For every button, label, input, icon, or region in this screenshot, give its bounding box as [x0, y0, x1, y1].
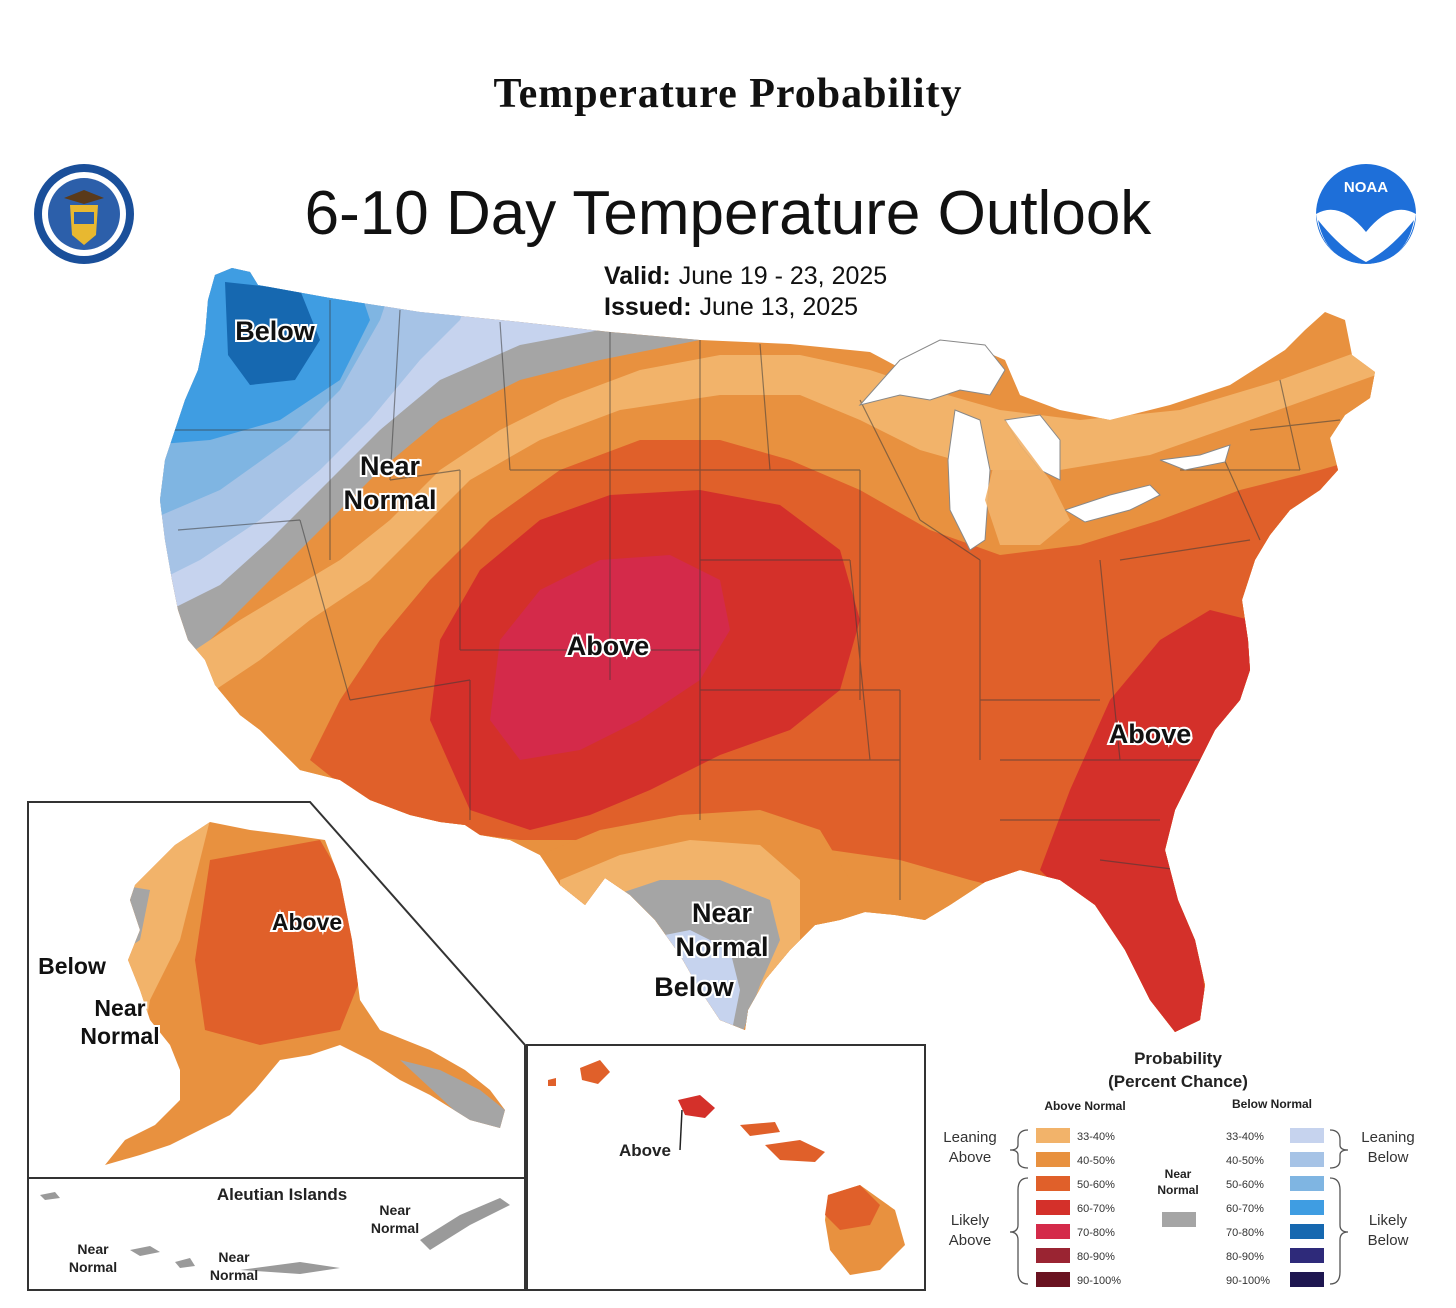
hawaii-islands — [548, 1060, 905, 1275]
label-aleutian-nn-mid-1: Near — [218, 1249, 250, 1265]
legend-below-label-0: 33-40% — [1226, 1131, 1264, 1143]
legend-braces — [1009, 1129, 1349, 1285]
legend-below-label-1: 40-50% — [1226, 1155, 1264, 1167]
legend-below-swatch-2 — [1290, 1176, 1324, 1191]
legend-below-swatch-1 — [1290, 1152, 1324, 1167]
michigan-lower — [985, 420, 1070, 545]
legend-likely-below-2: Below — [1368, 1232, 1409, 1249]
legend-below-swatch-6 — [1290, 1272, 1324, 1287]
legend-above-swatch-4 — [1036, 1224, 1070, 1239]
legend-likely-below-1: Likely — [1369, 1212, 1408, 1229]
legend-above-label-4: 70-80% — [1077, 1227, 1115, 1239]
legend-above-label-2: 50-60% — [1077, 1179, 1115, 1191]
legend-likely-above-2: Above — [949, 1232, 992, 1249]
label-conus-nn-tx-1: Near — [692, 898, 753, 928]
conus-map — [160, 268, 1375, 1032]
legend-below-label-2: 50-60% — [1226, 1179, 1264, 1191]
page-title: Temperature Probability — [493, 71, 963, 117]
legend-above-swatch-2 — [1036, 1176, 1070, 1191]
legend-below-swatch-0 — [1290, 1128, 1324, 1143]
label-ak-above: Above — [272, 909, 342, 935]
legend-below-swatch-5 — [1290, 1248, 1324, 1263]
legend-leaning-above-1: Leaning — [943, 1129, 996, 1146]
legend-above-label-6: 90-100% — [1077, 1275, 1121, 1287]
aleutian-title: Aleutian Islands — [217, 1185, 347, 1204]
valid-value: June 19 - 23, 2025 — [678, 262, 888, 290]
issued-value: June 13, 2025 — [699, 293, 859, 321]
commerce-seal-icon — [34, 164, 134, 264]
label-aleutian-nn-mid-2: Normal — [210, 1267, 258, 1283]
issued-date-line: Issued: June 13, 2025 — [604, 293, 858, 322]
label-ak-nn-2: Normal — [80, 1023, 159, 1049]
legend-leaning-below-1: Leaning — [1361, 1129, 1414, 1146]
noaa-logo-text: NOAA — [1344, 179, 1388, 196]
legend-near-normal-1: Near — [1165, 1167, 1192, 1181]
label-aleutian-nn-right-1: Near — [379, 1202, 411, 1218]
state-boundaries — [170, 300, 1341, 900]
legend-above-swatch-0 — [1036, 1128, 1070, 1143]
valid-label: Valid: — [604, 262, 671, 290]
legend-near-normal-swatch — [1162, 1212, 1196, 1227]
legend-title-2: (Percent Chance) — [1108, 1072, 1248, 1091]
label-conus-below-tx: Below — [654, 972, 735, 1002]
legend-above-label-5: 80-90% — [1077, 1251, 1115, 1263]
label-conus-nn-tx-2: Normal — [675, 932, 768, 962]
label-ak-below: Below — [38, 953, 106, 979]
legend-below-label-4: 70-80% — [1226, 1227, 1264, 1239]
label-ak-nn-1: Near — [94, 995, 145, 1021]
aleutian-islands-shapes — [40, 1192, 510, 1274]
legend-above-swatch-5 — [1036, 1248, 1070, 1263]
map-title: 6-10 Day Temperature Outlook — [304, 179, 1152, 248]
label-aleutian-nn-right-2: Normal — [371, 1220, 419, 1236]
legend-leaning-below-2: Below — [1368, 1149, 1409, 1166]
legend-above-swatch-6 — [1036, 1272, 1070, 1287]
valid-date-line: Valid: June 19 - 23, 2025 — [604, 262, 887, 291]
legend: Probability (Percent Chance) Above Norma… — [943, 1049, 1415, 1287]
legend-above-swatches: 33-40% 40-50% 50-60% 60-70% 70-80% 80-90% 90-1… — [1036, 1128, 1121, 1287]
label-conus-nn-nw-1: Near — [360, 451, 421, 481]
legend-above-header: Above Normal — [1044, 1099, 1125, 1113]
label-conus-above-central: Above — [567, 631, 650, 661]
legend-below-label-6: 90-100% — [1226, 1275, 1270, 1287]
legend-below-header: Below Normal — [1232, 1097, 1312, 1111]
label-aleutian-nn-left-1: Near — [77, 1241, 109, 1257]
legend-below-swatch-4 — [1290, 1224, 1324, 1239]
label-conus-nn-nw-2: Normal — [343, 485, 436, 515]
legend-above-label-3: 60-70% — [1077, 1203, 1115, 1215]
issued-label: Issued: — [604, 293, 692, 321]
legend-above-swatch-1 — [1036, 1152, 1070, 1167]
label-aleutian-nn-left-2: Normal — [69, 1259, 117, 1275]
hi-label-pointer — [679, 1109, 683, 1151]
legend-above-swatch-3 — [1036, 1200, 1070, 1215]
legend-below-label-3: 60-70% — [1226, 1203, 1264, 1215]
legend-below-swatch-3 — [1290, 1200, 1324, 1215]
legend-below-swatches: 33-40% 40-50% 50-60% 60-70% 70-80% 80-90% 90-1… — [1226, 1128, 1324, 1287]
legend-likely-above-1: Likely — [951, 1212, 990, 1229]
label-conus-above-se: Above — [1109, 719, 1192, 749]
legend-above-label-1: 40-50% — [1077, 1155, 1115, 1167]
label-hi-above: Above — [619, 1141, 671, 1160]
legend-near-normal-2: Normal — [1157, 1183, 1198, 1197]
noaa-logo-icon: NOAA — [1316, 164, 1416, 264]
great-lakes — [858, 339, 1231, 551]
legend-leaning-above-2: Above — [949, 1149, 992, 1166]
legend-above-label-0: 33-40% — [1077, 1131, 1115, 1143]
legend-below-label-5: 80-90% — [1226, 1251, 1264, 1263]
legend-title-1: Probability — [1134, 1049, 1222, 1068]
label-conus-below: Below — [235, 316, 316, 346]
